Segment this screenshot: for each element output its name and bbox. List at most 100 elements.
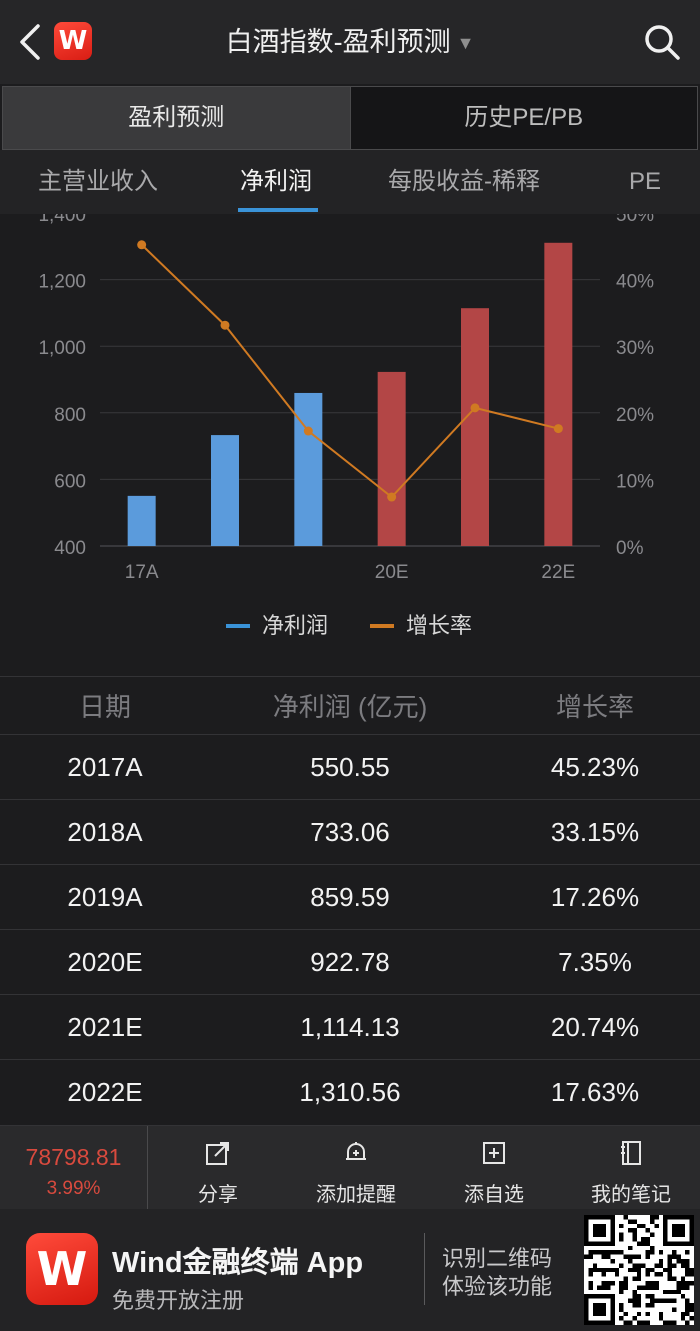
table-header: 日期 净利润 (亿元) 增长率 (0, 676, 700, 734)
cell-date: 2020E (67, 946, 143, 977)
quote-price: 78798.81 (25, 1144, 122, 1170)
cell-profit: 922.78 (310, 946, 390, 977)
add-watchlist-button[interactable]: 添自选 (425, 1126, 563, 1210)
cell-profit: 733.06 (310, 816, 390, 847)
tab-pe[interactable]: PE (629, 168, 662, 195)
col-header-profit: 净利润 (亿元) (272, 692, 428, 722)
point-growth-rate (137, 240, 147, 250)
table-row: 2020E 922.78 7.35% (0, 929, 700, 994)
cell-growth: 7.35% (558, 946, 632, 977)
cell-profit: 550.55 (310, 751, 390, 782)
segment-profit-forecast[interactable]: 盈利预测 (3, 87, 351, 149)
my-notes-button[interactable]: 我的笔记 (562, 1126, 700, 1210)
legend-label-growth: 增长率 (406, 613, 473, 638)
forecast-table: 日期 净利润 (亿元) 增长率 2017A 550.55 45.23% 2018… (0, 676, 700, 1124)
tab-main-revenue[interactable]: 主营业收入 (38, 168, 158, 195)
active-tab-indicator (238, 208, 318, 212)
table-row: 2022E 1,310.56 17.63% (0, 1059, 700, 1124)
y-right-tick-label: 10% (616, 471, 654, 492)
notebook-icon (621, 1141, 641, 1165)
back-arrow-icon[interactable] (14, 22, 48, 62)
bar-net-profit (211, 435, 239, 546)
cell-profit: 1,310.56 (299, 1076, 401, 1107)
table-row: 2021E 1,114.13 20.74% (0, 994, 700, 1059)
cell-profit: 859.59 (310, 881, 390, 912)
col-header-date: 日期 (78, 692, 131, 722)
metric-tabs: 主营业收入 净利润 每股收益-稀释 PE (0, 150, 700, 214)
point-growth-rate (303, 426, 313, 436)
share-button[interactable]: 分享 (149, 1126, 287, 1210)
x-tick-label: 20E (375, 562, 409, 583)
add-watchlist-label: 添自选 (464, 1184, 524, 1206)
share-label: 分享 (198, 1184, 238, 1206)
y-right-tick-label: 20% (616, 405, 654, 426)
share-icon (206, 1142, 229, 1165)
point-growth-rate (553, 424, 563, 434)
y-right-tick-label: 50% (616, 214, 654, 226)
segment-history-pe-pb[interactable]: 历史PE/PB (350, 87, 697, 149)
cell-growth: 45.23% (550, 751, 640, 782)
bar-net-profit (294, 392, 323, 546)
y-left-tick-label: 1,200 (38, 272, 86, 293)
cell-date: 2019A (67, 881, 143, 912)
profit-chart: 400 0% 600 10% 800 20% 1,000 30% 1,200 40% 1,400 50… (0, 214, 700, 676)
promo-scan-line1: 识别二维码 (442, 1246, 553, 1271)
tab-eps-diluted[interactable]: 每股收益-稀释 (388, 168, 540, 195)
wind-logo: W (54, 22, 92, 60)
y-right-tick-label: 30% (616, 338, 654, 359)
cell-date: 2017A (67, 751, 143, 782)
y-left-tick-label: 1,400 (38, 214, 86, 226)
tab-net-profit[interactable]: 净利润 (240, 168, 312, 195)
cell-profit: 1,114.13 (300, 1011, 400, 1042)
view-switcher: 盈利预测 历史PE/PB (2, 86, 698, 150)
page-title-dropdown[interactable]: 白酒指数-盈利预测 ▼ (0, 22, 700, 63)
plus-box-icon (483, 1142, 505, 1164)
bar-net-profit (377, 371, 406, 546)
y-right-tick-label: 40% (616, 272, 654, 293)
app-promo-banner[interactable]: W Wind金融终端 App 免费开放注册 识别二维码 体验该功能 (0, 1209, 700, 1331)
y-left-tick-label: 600 (54, 471, 86, 492)
legend-swatch-net-profit (226, 624, 250, 628)
quote-change: 3.99% (46, 1178, 101, 1199)
index-quote[interactable]: 78798.81 3.99% (0, 1126, 148, 1210)
bottom-action-bar: 78798.81 3.99% 分享 添加提醒 添自选 (0, 1125, 700, 1210)
caret-down-icon: ▼ (456, 33, 475, 53)
y-left-tick-label: 800 (54, 405, 86, 426)
top-bar: W 白酒指数-盈利预测 ▼ (0, 0, 700, 84)
cell-date: 2018A (67, 816, 143, 847)
bell-plus-icon (346, 1142, 366, 1160)
cell-growth: 17.26% (550, 881, 640, 912)
qr-code-image (584, 1215, 694, 1325)
x-tick-label: 22E (541, 562, 575, 583)
my-notes-label: 我的笔记 (591, 1184, 671, 1206)
promo-scan-line2: 体验该功能 (442, 1274, 553, 1299)
page-title: 白酒指数-盈利预测 (225, 27, 451, 57)
y-left-tick-label: 1,000 (38, 338, 86, 359)
cell-growth: 20.74% (550, 1011, 640, 1042)
bar-net-profit (127, 495, 156, 546)
table-row: 2017A 550.55 45.23% (0, 734, 700, 799)
promo-subtitle: 免费开放注册 (112, 1288, 245, 1313)
add-alert-label: 添加提醒 (316, 1184, 396, 1206)
legend-label-net-profit: 净利润 (262, 613, 329, 638)
line-growth-rate (140, 244, 559, 499)
y-left-tick-label: 400 (54, 538, 86, 559)
promo-title: Wind金融终端 App (112, 1247, 364, 1279)
bar-net-profit (461, 308, 489, 546)
add-alert-button[interactable]: 添加提醒 (287, 1126, 425, 1210)
chart-svg: 400 0% 600 10% 800 20% 1,000 30% 1,200 40% 1,400 50… (38, 214, 654, 583)
table-row: 2019A 859.59 17.26% (0, 864, 700, 929)
bar-net-profit (544, 242, 573, 547)
wind-app-icon: W (26, 1233, 98, 1305)
point-growth-rate (470, 403, 480, 413)
search-icon[interactable] (642, 22, 682, 62)
chart-legend: 净利润 增长率 (0, 608, 700, 644)
y-right-tick-label: 0% (616, 538, 644, 559)
cell-date: 2021E (67, 1011, 143, 1042)
legend-swatch-growth (370, 624, 394, 628)
point-growth-rate (387, 492, 397, 502)
table-row: 2018A 733.06 33.15% (0, 799, 700, 864)
col-header-growth: 增长率 (555, 692, 634, 722)
cell-growth: 17.63% (550, 1076, 640, 1107)
cell-growth: 33.15% (550, 816, 640, 847)
